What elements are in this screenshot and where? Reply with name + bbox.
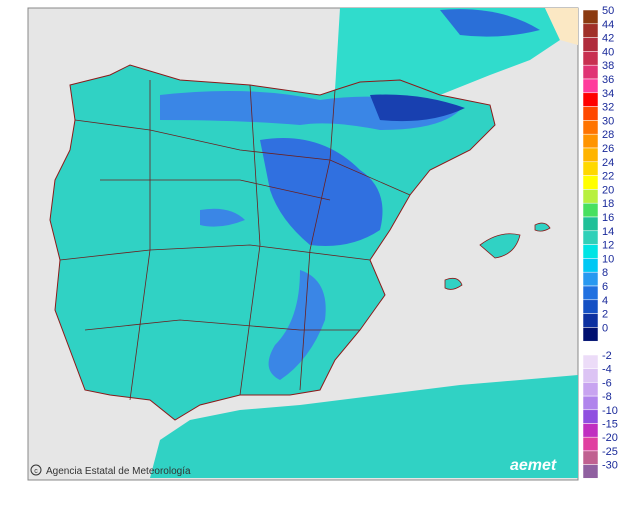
legend-swatch [582, 368, 599, 383]
north-africa [150, 375, 578, 478]
legend-label: 2 [602, 309, 608, 321]
iberian-peninsula [49, 64, 496, 421]
legend-swatch [582, 161, 599, 176]
ibiza [444, 277, 463, 290]
cold-area [260, 138, 383, 246]
legend-label: 42 [602, 33, 614, 45]
legend-swatch [582, 450, 599, 465]
legend-label: 34 [602, 88, 614, 100]
legend-swatch [582, 64, 599, 80]
legend-swatch [582, 382, 599, 397]
legend-label: 24 [602, 157, 614, 169]
legend-swatch [582, 244, 599, 259]
legend-swatch [582, 92, 599, 107]
legend-label: 20 [602, 184, 614, 196]
legend-label: 50 [602, 5, 614, 17]
legend-swatch [582, 78, 599, 94]
credit-text: Agencia Estatal de Meteorología [46, 466, 191, 477]
coast-strip [545, 8, 578, 45]
logo: aemet [510, 457, 557, 474]
legend-swatch [582, 216, 599, 232]
legend-swatch [582, 271, 599, 287]
legend-label: 36 [602, 74, 614, 86]
legend-label: -2 [602, 350, 612, 362]
menorca [534, 222, 551, 232]
legend-label: 10 [602, 253, 614, 265]
legend-label: 38 [602, 60, 614, 72]
legend-swatch [582, 285, 599, 301]
legend-swatch [582, 313, 599, 328]
legend-swatch [582, 423, 599, 438]
legend-label: 12 [602, 240, 614, 252]
legend-swatch [582, 189, 599, 204]
legend: 5044424038363432302826242220181614121086… [582, 5, 618, 479]
cold-area [440, 9, 540, 37]
legend-swatch [582, 133, 599, 149]
legend-label: -30 [602, 460, 618, 472]
legend-swatch [582, 464, 599, 479]
legend-label: -8 [602, 391, 612, 403]
legend-swatch [582, 436, 599, 452]
legend-label: -6 [602, 377, 612, 389]
legend-label: 30 [602, 115, 614, 127]
cold-area [370, 94, 465, 122]
legend-swatch [582, 230, 599, 245]
legend-label: 14 [602, 226, 614, 238]
mallorca [479, 233, 521, 259]
legend-swatch [582, 9, 599, 25]
legend-swatch [582, 299, 599, 314]
legend-swatch [582, 202, 599, 218]
cold-area [200, 208, 245, 227]
legend-swatch [582, 258, 599, 273]
legend-label: 40 [602, 46, 614, 58]
legend-swatch [582, 147, 599, 163]
legend-label: 26 [602, 143, 614, 155]
legend-label: 22 [602, 171, 614, 183]
region-borders [59, 80, 411, 401]
legend-swatch [582, 51, 599, 66]
legend-swatch [582, 354, 599, 369]
legend-swatch [582, 327, 599, 342]
legend-label: -15 [602, 419, 618, 431]
legend-label: 18 [602, 198, 614, 210]
legend-label: -10 [602, 405, 618, 417]
legend-label: 0 [602, 322, 608, 334]
legend-label: 28 [602, 129, 614, 141]
legend-label: 8 [602, 267, 608, 279]
legend-label: 32 [602, 102, 614, 114]
legend-swatch [582, 106, 599, 121]
legend-swatch [582, 409, 599, 424]
legend-swatch [582, 395, 599, 411]
legend-label: 44 [602, 19, 614, 31]
legend-label: -25 [602, 446, 618, 458]
legend-label: 16 [602, 212, 614, 224]
copyright-icon [30, 464, 42, 476]
copyright-sign: c [34, 468, 38, 475]
legend-label: -4 [602, 364, 612, 376]
legend-swatch [582, 120, 599, 135]
legend-label: -20 [602, 432, 618, 444]
legend-label: 6 [602, 281, 608, 293]
legend-label: 4 [602, 295, 608, 307]
cold-area [268, 270, 326, 380]
legend-swatch [582, 23, 599, 38]
legend-swatch [582, 175, 599, 190]
legend-swatch [582, 37, 599, 52]
